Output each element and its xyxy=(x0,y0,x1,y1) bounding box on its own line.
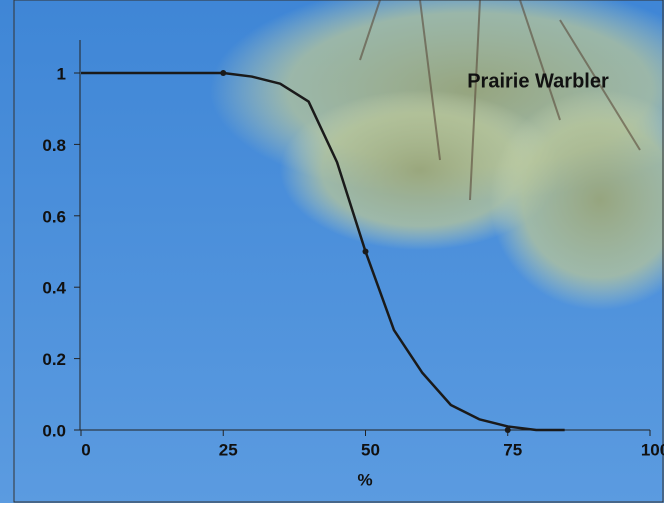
tree-foliage xyxy=(210,0,664,310)
y-tick-label: 0.2 xyxy=(42,350,66,369)
y-tick-label: 0.4 xyxy=(42,279,66,298)
y-tick-label: 0.8 xyxy=(42,136,66,155)
fitted-curve xyxy=(81,71,565,432)
x-tick-label: 50 xyxy=(361,440,380,459)
x-axis-label: % xyxy=(357,470,372,489)
x-tick-label: 25 xyxy=(219,440,238,459)
frame xyxy=(13,0,664,503)
x-tick-label: 100 xyxy=(641,440,664,459)
y-tick-label: 0.6 xyxy=(42,207,66,226)
data-point xyxy=(504,427,511,433)
chart-title: Prairie Warbler xyxy=(467,70,609,92)
data-point xyxy=(362,248,369,255)
y-tick-label: 0.0 xyxy=(42,421,66,440)
y-tick-label: 1 xyxy=(57,64,66,83)
data-point xyxy=(220,70,227,76)
x-tick-label: 0 xyxy=(81,440,90,459)
x-tick-label: 75 xyxy=(503,440,522,459)
